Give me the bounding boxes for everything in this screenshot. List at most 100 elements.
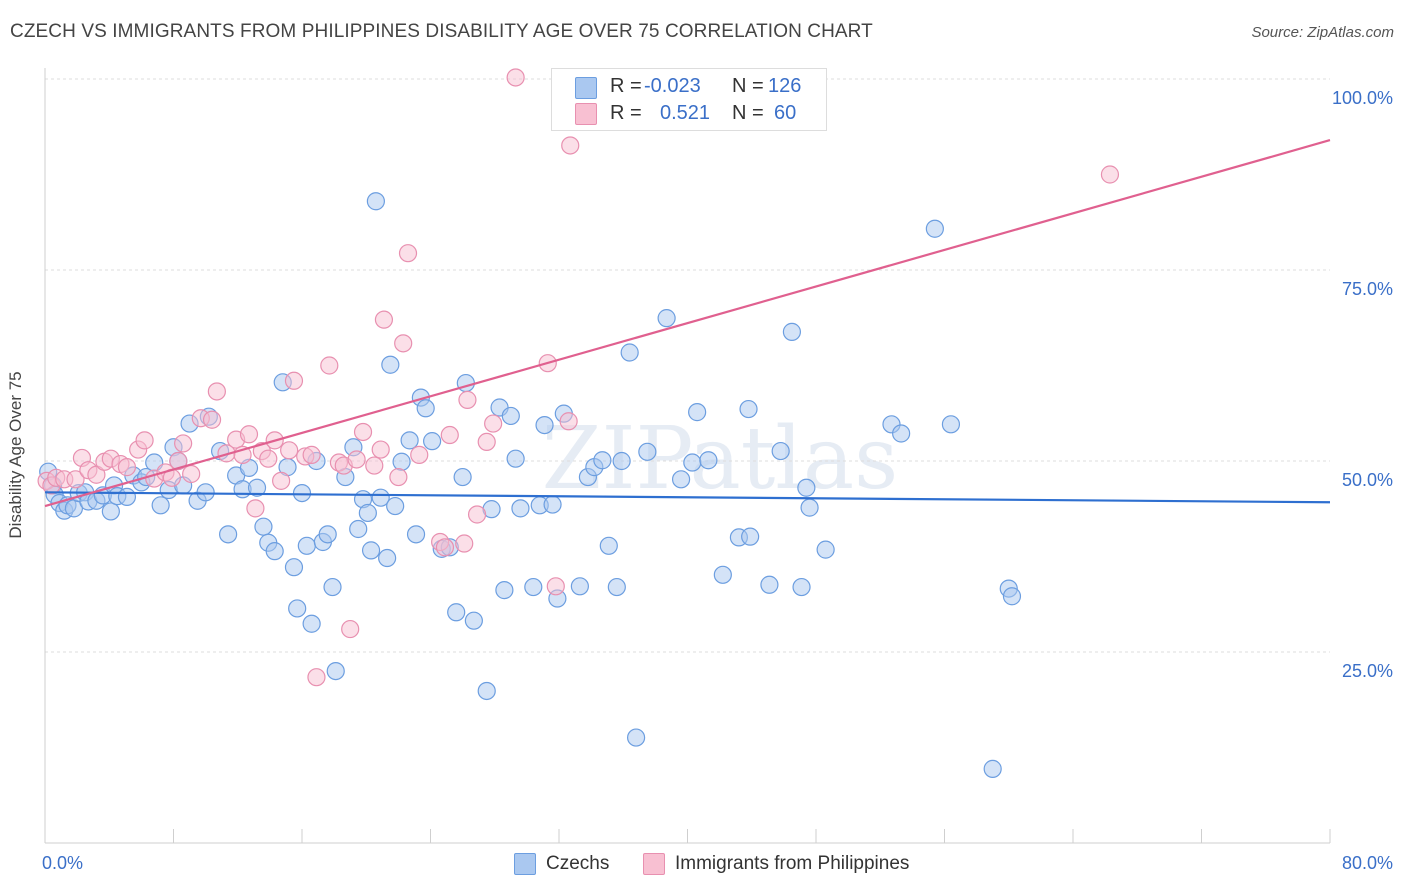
czechs-point bbox=[378, 548, 397, 568]
tick-labels: 25.0% 50.0% 75.0% 100.0% 0.0% 80.0% bbox=[42, 88, 1393, 873]
czechs-point bbox=[671, 470, 691, 489]
czechs-point bbox=[925, 219, 944, 238]
philippines-point bbox=[371, 440, 390, 459]
philippines-point bbox=[561, 136, 580, 155]
czechs-point bbox=[657, 309, 676, 328]
czechs-point bbox=[599, 536, 618, 555]
philippines-point bbox=[174, 434, 193, 453]
philippines-point bbox=[440, 425, 459, 445]
czechs-point bbox=[416, 399, 435, 418]
philippines-point bbox=[307, 668, 326, 687]
czechs-point bbox=[265, 542, 284, 561]
czechs-point bbox=[326, 661, 345, 681]
philippines-point bbox=[398, 244, 418, 263]
czechs-point bbox=[349, 519, 368, 539]
philippines-point bbox=[435, 538, 455, 557]
y-tick-label: 25.0% bbox=[1342, 661, 1393, 681]
czechs-point bbox=[288, 599, 307, 618]
philippines-point bbox=[182, 464, 201, 484]
czechs-point bbox=[771, 441, 790, 461]
stats-box: R = -0.023 N = 126 R = 0.521 N = 60 bbox=[551, 68, 827, 131]
philippines-point bbox=[87, 465, 106, 484]
blue-n-value: 126 bbox=[768, 75, 802, 97]
legend-item-czechs: Czechs bbox=[514, 852, 609, 876]
philippines-point bbox=[239, 425, 259, 444]
y-tick-label: 75.0% bbox=[1342, 279, 1393, 299]
czechs-point bbox=[511, 499, 530, 518]
axes bbox=[44, 68, 1331, 844]
czechs-point bbox=[366, 192, 385, 211]
czechs-point bbox=[151, 496, 170, 515]
czechs-point bbox=[464, 611, 483, 630]
czechs-point bbox=[741, 527, 760, 546]
legend-item-philippines: Immigrants from Philippines bbox=[643, 852, 909, 876]
czechs-point bbox=[254, 517, 273, 536]
czechs-trend-line bbox=[44, 491, 1331, 504]
czechs-point bbox=[797, 478, 816, 497]
philippines-point bbox=[394, 334, 413, 353]
y-tick-label: 50.0% bbox=[1342, 470, 1393, 490]
czechs-point bbox=[800, 498, 819, 517]
philippines-point bbox=[506, 68, 525, 87]
legend-swatch-czechs bbox=[514, 853, 536, 875]
philippines-point bbox=[477, 432, 496, 451]
philippines-point bbox=[365, 456, 384, 475]
czechs-point bbox=[892, 424, 911, 443]
czechs-point bbox=[760, 575, 779, 594]
czechs-point bbox=[358, 503, 377, 523]
x-tick-label: 80.0% bbox=[1342, 853, 1393, 873]
czechs-point bbox=[297, 536, 316, 555]
philippines-point bbox=[280, 441, 299, 460]
philippines-point bbox=[467, 505, 487, 524]
czechs-point bbox=[506, 449, 525, 468]
czechs-point bbox=[381, 355, 400, 374]
czechs-point bbox=[1002, 587, 1022, 606]
blue-r-label: R = bbox=[610, 75, 642, 97]
philippines-point bbox=[458, 390, 477, 409]
czechs-point bbox=[782, 322, 802, 341]
legend-label-czechs: Czechs bbox=[546, 853, 610, 874]
czechs-point bbox=[302, 614, 321, 633]
pink-r-value: 0.521 bbox=[660, 102, 711, 124]
philippines-point bbox=[207, 382, 226, 401]
czechs-point bbox=[117, 487, 137, 507]
czechs-point bbox=[816, 540, 835, 559]
pink-n-label: N = bbox=[732, 102, 764, 124]
czechs-point bbox=[792, 577, 811, 597]
czechs-point bbox=[318, 525, 337, 544]
czechs-point bbox=[423, 432, 442, 451]
czechs-point bbox=[683, 453, 702, 472]
philippines-swatch bbox=[575, 103, 597, 125]
czechs-point bbox=[400, 431, 419, 450]
philippines-point bbox=[135, 431, 154, 450]
czechs-point bbox=[699, 451, 718, 470]
philippines-point bbox=[546, 577, 565, 596]
philippines-point bbox=[320, 356, 339, 375]
czechs-point bbox=[247, 478, 267, 497]
czechs-point bbox=[196, 483, 215, 502]
czechs-point bbox=[983, 759, 1002, 778]
philippines-point bbox=[353, 422, 373, 442]
czechs-point bbox=[495, 581, 514, 600]
philippines-point bbox=[117, 458, 137, 477]
czechs-point bbox=[626, 728, 646, 747]
philippines-point bbox=[169, 451, 188, 471]
philippines-point bbox=[302, 445, 321, 464]
czechs-point bbox=[447, 603, 466, 622]
philippines-trend-line bbox=[44, 139, 1331, 508]
source-label: Source: ZipAtlas.com bbox=[1251, 24, 1394, 41]
philippines-point bbox=[389, 467, 408, 487]
blue-n-label: N = bbox=[732, 75, 764, 97]
czechs-point bbox=[453, 467, 472, 487]
pink-r-label: R = bbox=[610, 102, 642, 124]
czechs-point bbox=[524, 577, 543, 597]
czechs-point bbox=[406, 525, 426, 544]
philippines-point bbox=[284, 371, 304, 390]
czechs-point bbox=[688, 403, 707, 422]
philippines-point bbox=[246, 499, 265, 518]
czechs-point bbox=[739, 399, 758, 419]
czechs-point bbox=[543, 495, 562, 514]
czechs-point bbox=[570, 577, 589, 596]
czechs-point bbox=[607, 577, 626, 597]
